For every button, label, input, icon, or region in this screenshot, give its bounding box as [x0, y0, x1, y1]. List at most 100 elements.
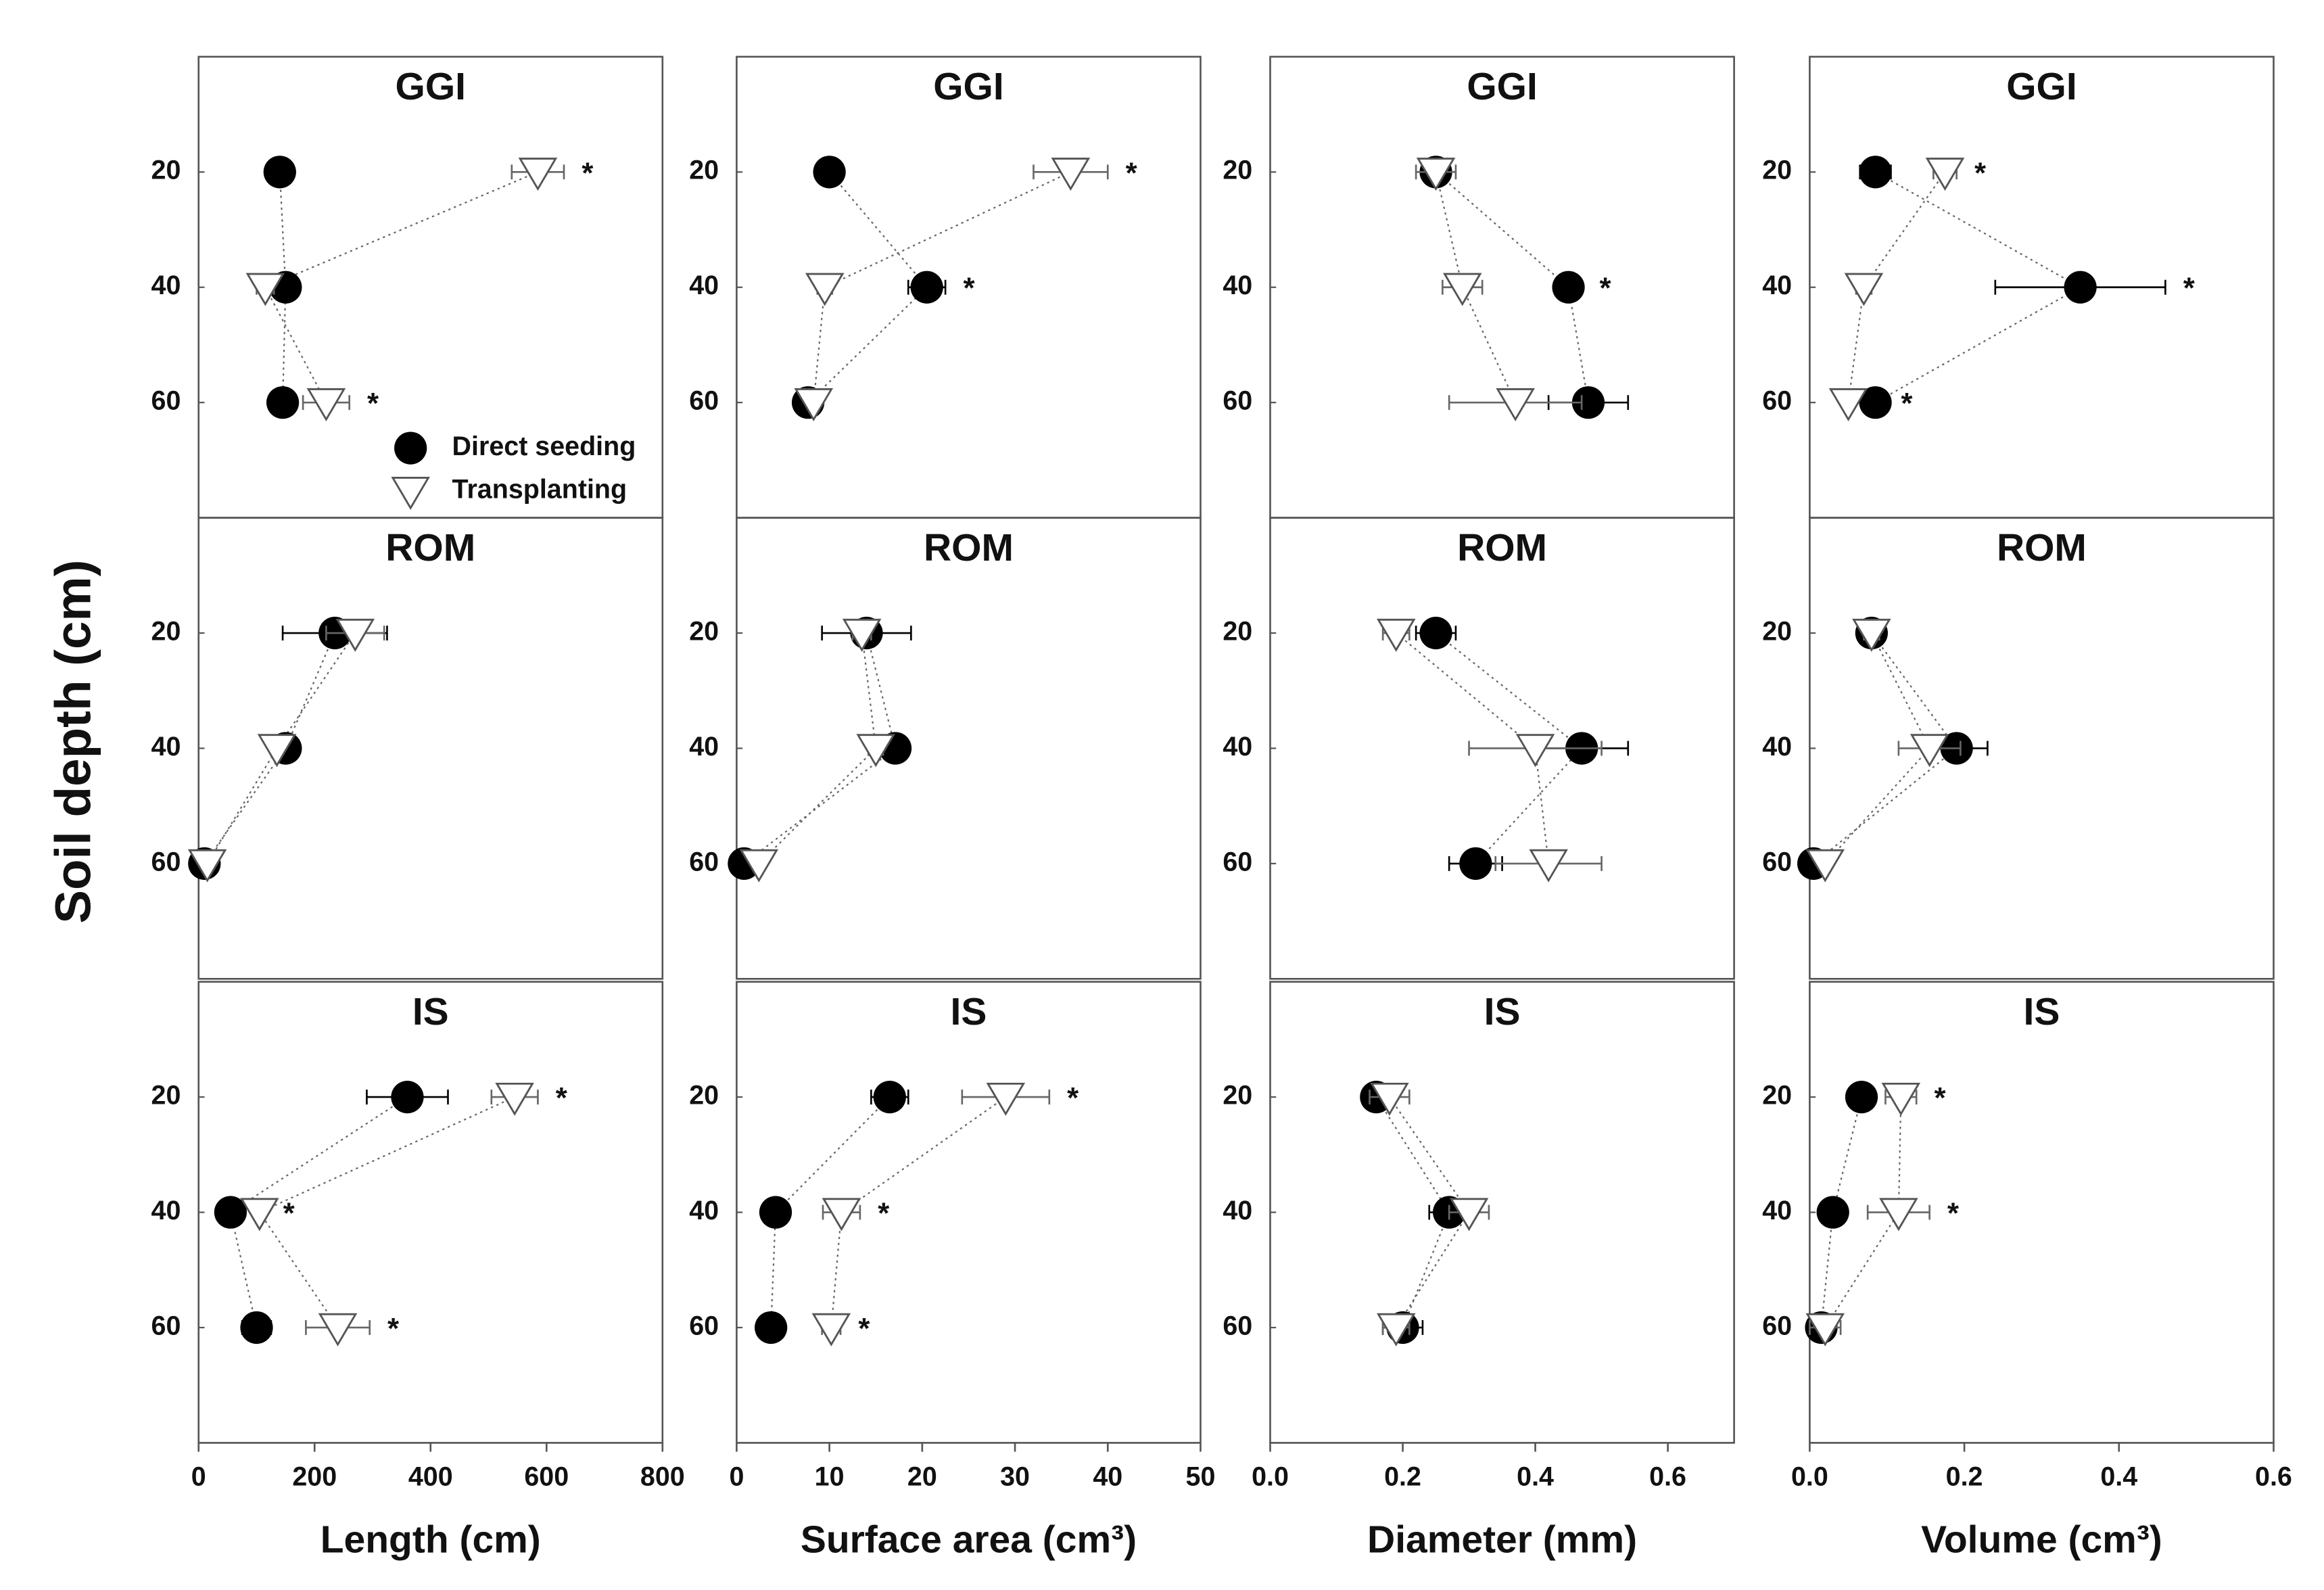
panel-title: GGI — [1467, 65, 1537, 108]
panel-frame — [1809, 517, 2275, 980]
marker-circle — [240, 1311, 273, 1345]
y-tick-label: 60 — [1762, 1311, 1792, 1340]
y-tick-label: 40 — [1762, 271, 1792, 300]
significance-mark: * — [1947, 1197, 1960, 1230]
panel-title: IS — [951, 990, 987, 1033]
x-axis-label: Diameter (mm) — [1367, 1518, 1637, 1561]
x-tick-label: 10 — [815, 1462, 845, 1491]
marker-triangle — [811, 1313, 851, 1347]
x-tick-label: 600 — [524, 1462, 569, 1491]
marker-circle — [394, 431, 427, 465]
marker-triangle — [1805, 849, 1845, 883]
y-tick-label: 60 — [689, 386, 719, 416]
x-tick-label: 0 — [191, 1462, 206, 1491]
panel-title: GGI — [396, 65, 466, 108]
y-tick-label: 60 — [151, 1311, 181, 1340]
significance-mark: * — [1934, 1081, 1946, 1115]
significance-mark: * — [1126, 156, 1138, 189]
marker-triangle — [842, 618, 882, 652]
y-tick-label: 40 — [1223, 732, 1252, 762]
y-tick-label: 40 — [1762, 732, 1792, 762]
y-tick-label: 60 — [151, 386, 181, 416]
y-tick-label: 40 — [689, 732, 719, 762]
marker-triangle — [856, 734, 896, 768]
marker-circle — [910, 271, 943, 304]
marker-triangle — [822, 1198, 861, 1232]
panel-title: GGI — [933, 65, 1003, 108]
series-line — [1435, 172, 1517, 403]
y-tick-label: 40 — [1223, 1196, 1252, 1225]
panel-frame — [1269, 55, 1735, 519]
y-tick-label: 20 — [151, 1081, 181, 1110]
panel-title: ROM — [1997, 526, 2087, 569]
panel-title: GGI — [2006, 65, 2077, 108]
marker-triangle — [1449, 1198, 1489, 1232]
x-tick-label: 0.0 — [1791, 1462, 1828, 1491]
significance-mark: * — [858, 1312, 870, 1345]
marker-triangle — [1370, 1082, 1409, 1116]
significance-mark: * — [1067, 1081, 1079, 1115]
panel-title: ROM — [385, 526, 475, 569]
marker-triangle — [1881, 1082, 1921, 1116]
y-tick-label: 40 — [151, 732, 181, 762]
y-tick-label: 60 — [689, 1311, 719, 1340]
y-tick-label: 20 — [689, 616, 719, 646]
y-tick-label: 40 — [1762, 1196, 1792, 1225]
marker-triangle — [1925, 158, 1965, 191]
marker-circle — [1859, 386, 1892, 419]
panel-title: IS — [1484, 990, 1521, 1033]
series-line — [830, 1096, 1006, 1328]
series-line — [1875, 171, 2082, 404]
marker-triangle — [1376, 1313, 1416, 1347]
marker-triangle — [245, 273, 285, 306]
y-tick-label: 20 — [1762, 156, 1792, 185]
marker-circle — [1859, 156, 1892, 189]
marker-triangle — [739, 849, 779, 883]
y-tick-label: 20 — [689, 156, 719, 185]
marker-triangle — [1416, 158, 1456, 191]
series-line — [807, 171, 928, 403]
legend-label: Transplanting — [452, 475, 627, 505]
y-tick-label: 40 — [689, 271, 719, 300]
panel-title: IS — [412, 990, 449, 1033]
marker-circle — [214, 1196, 247, 1229]
significance-mark: * — [1599, 272, 1611, 305]
significance-mark: * — [963, 272, 975, 305]
marker-triangle — [187, 849, 227, 883]
x-tick-label: 0.2 — [1384, 1462, 1421, 1491]
marker-circle — [391, 1081, 424, 1114]
y-tick-label: 20 — [1223, 1081, 1252, 1110]
significance-mark: * — [283, 1197, 295, 1230]
x-tick-label: 20 — [907, 1462, 937, 1491]
y-tick-label: 60 — [1762, 386, 1792, 416]
marker-circle — [759, 1196, 792, 1229]
significance-mark: * — [1974, 156, 1987, 189]
marker-circle — [755, 1311, 788, 1345]
marker-triangle — [1442, 273, 1482, 306]
marker-triangle — [1051, 158, 1091, 191]
x-tick-label: 0.4 — [1517, 1462, 1554, 1491]
y-tick-label: 60 — [1762, 847, 1792, 876]
x-axis-label: Length (cm) — [321, 1518, 541, 1561]
series-line — [813, 171, 1071, 403]
x-tick-label: 50 — [1186, 1462, 1216, 1491]
marker-triangle — [1828, 388, 1868, 421]
y-tick-label: 20 — [689, 1081, 719, 1110]
marker-triangle — [1496, 388, 1535, 421]
marker-triangle — [518, 158, 558, 191]
marker-circle — [813, 156, 846, 189]
marker-triangle — [1376, 618, 1416, 652]
marker-triangle — [257, 734, 297, 768]
y-tick-label: 40 — [689, 1196, 719, 1225]
x-tick-label: 0.6 — [2255, 1462, 2292, 1491]
panel-frame — [736, 517, 1202, 980]
x-tick-label: 400 — [408, 1462, 453, 1491]
significance-mark: * — [2183, 272, 2196, 305]
marker-circle — [1571, 386, 1605, 419]
panel-frame — [736, 981, 1202, 1444]
x-tick-label: 40 — [1093, 1462, 1122, 1491]
marker-circle — [266, 386, 300, 419]
y-axis-label: Soil depth (cm) — [45, 560, 101, 924]
marker-triangle — [1529, 849, 1568, 883]
marker-triangle — [306, 388, 346, 421]
